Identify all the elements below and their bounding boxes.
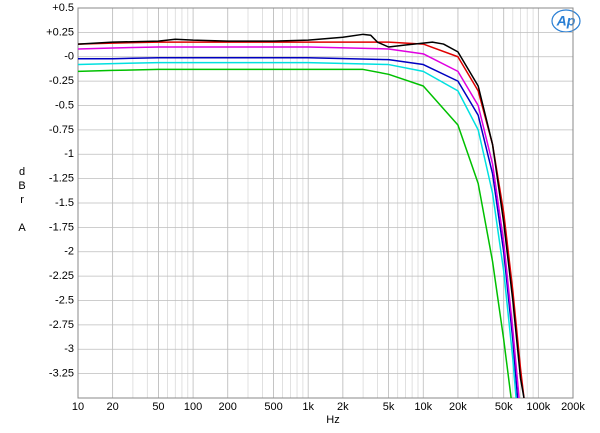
y-tick-label: -1 xyxy=(64,148,74,160)
series-line xyxy=(78,41,525,398)
series-line xyxy=(78,61,517,398)
y-tick-label: -0 xyxy=(64,51,74,63)
y-tick-label: -1.75 xyxy=(49,221,74,233)
series-line xyxy=(78,33,525,398)
series-line xyxy=(78,46,520,398)
x-tick-label: 20k xyxy=(449,401,467,413)
y-tick-label: +0.25 xyxy=(46,26,74,38)
series-line xyxy=(78,56,519,398)
x-tick-label: 500 xyxy=(264,401,282,413)
y-axis-label: dBr xyxy=(16,166,28,208)
x-tick-label: 5k xyxy=(383,401,395,413)
x-tick-label: 50k xyxy=(495,401,513,413)
x-tick-label: 20 xyxy=(107,401,119,413)
x-tick-label: 10 xyxy=(72,401,84,413)
y-tick-label: -2 xyxy=(64,246,74,258)
y-tick-label: -0.5 xyxy=(55,99,74,111)
y-axis-label: A xyxy=(16,222,28,236)
plot-frame xyxy=(77,7,574,399)
y-tick-label: -2.75 xyxy=(49,319,74,331)
logo: Ap xyxy=(551,9,581,33)
logo-text: Ap xyxy=(556,13,576,29)
x-tick-label: 200 xyxy=(219,401,237,413)
y-tick-label: -1.25 xyxy=(49,173,74,185)
x-tick-label: 100 xyxy=(184,401,202,413)
y-tick-label: -0.75 xyxy=(49,124,74,136)
y-tick-label: -1.5 xyxy=(55,197,74,209)
x-tick-label: 10k xyxy=(414,401,432,413)
x-tick-label: 2k xyxy=(337,401,349,413)
y-tick-label: -3.25 xyxy=(49,368,74,380)
y-tick-label: -0.25 xyxy=(49,75,74,87)
y-tick-label: -2.25 xyxy=(49,270,74,282)
x-tick-label: 1k xyxy=(302,401,314,413)
x-tick-label: 200k xyxy=(561,401,585,413)
y-tick-label: -3 xyxy=(64,343,74,355)
y-tick-label: -2.5 xyxy=(55,294,74,306)
x-axis-label: Hz xyxy=(326,414,339,426)
x-tick-label: 50 xyxy=(152,401,164,413)
series-line xyxy=(78,68,512,398)
y-tick-label: +0.5 xyxy=(52,2,74,14)
x-tick-label: 100k xyxy=(526,401,550,413)
